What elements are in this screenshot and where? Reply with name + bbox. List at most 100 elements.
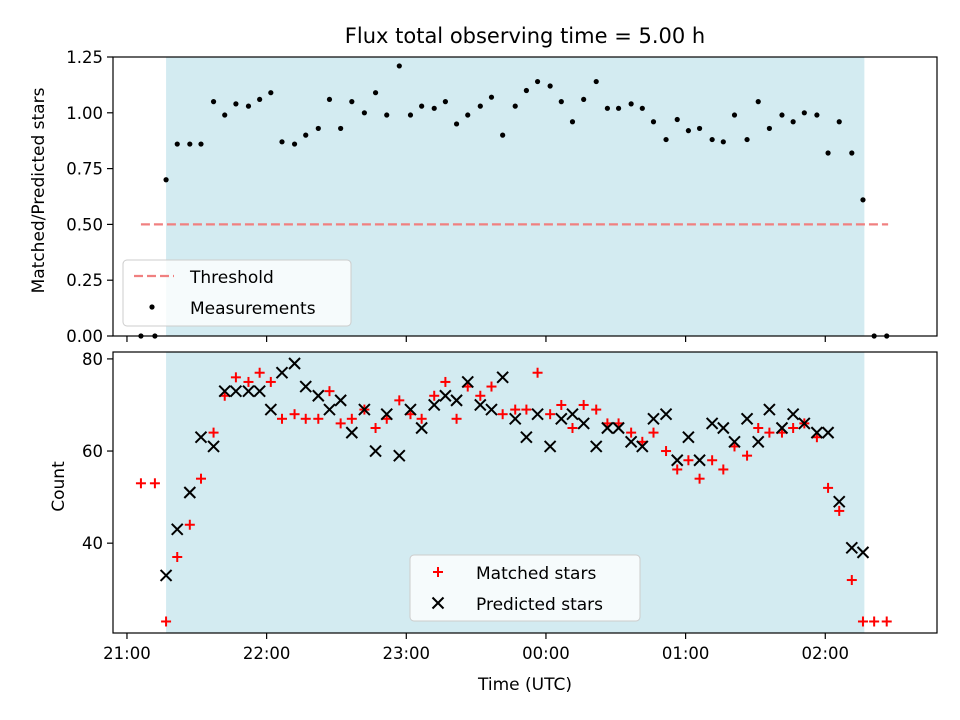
measurement-point	[709, 136, 715, 143]
matched-star-point	[346, 413, 357, 424]
matched-star-point	[591, 404, 602, 415]
predicted-star-point	[404, 403, 417, 416]
matched-star-point	[661, 446, 672, 457]
predicted-star-point	[312, 389, 325, 402]
measurement-point	[268, 90, 274, 96]
predicted-star-point	[601, 421, 614, 435]
count-y-axis-label: Count	[49, 461, 69, 512]
measurement-point	[779, 112, 785, 118]
measurement-point	[407, 112, 414, 118]
matched-star-point	[265, 376, 276, 387]
matched-star-point	[753, 423, 764, 434]
predicted-star-point	[566, 407, 579, 421]
matched-star-point	[149, 478, 160, 489]
measurement-point	[279, 139, 285, 145]
measurement-points	[138, 63, 890, 339]
measurement-point	[790, 119, 796, 125]
predicted-star-point	[218, 384, 231, 398]
measurement-point	[593, 78, 599, 85]
measurement-point	[720, 139, 726, 145]
predicted-star-point	[393, 449, 406, 462]
measurement-point	[836, 119, 842, 125]
predicted-star-point	[856, 546, 870, 559]
matched-star-point	[857, 616, 868, 627]
measurement-point	[257, 96, 263, 103]
matched-star-point	[475, 390, 486, 401]
measurement-point	[860, 197, 866, 203]
predicted-star-point	[775, 421, 789, 435]
measurement-point	[674, 116, 680, 123]
measurement-point	[477, 103, 483, 109]
matched-star-point	[276, 413, 287, 424]
measurement-point	[372, 90, 379, 96]
y-tick-label: 40	[82, 534, 103, 553]
x-tick-label: 00:00	[522, 644, 570, 663]
matched-star-point	[486, 381, 497, 392]
matched-star-point	[440, 376, 451, 387]
matched-star-point	[626, 427, 637, 438]
predicted-star-point	[380, 407, 393, 421]
legend-x-glyph	[431, 596, 445, 610]
measurement-point	[814, 112, 820, 118]
predicted-star-point	[717, 421, 730, 435]
matched-star-point	[300, 413, 311, 424]
predicted-star-point	[439, 389, 452, 402]
predicted-star-point	[275, 366, 289, 379]
matched-star-point	[451, 413, 462, 424]
predicted-star-point	[763, 403, 776, 416]
measurement-point	[291, 141, 298, 147]
ratio-plot-frame	[112, 56, 938, 337]
predicted-star-point	[288, 357, 301, 370]
matched-star-point	[429, 390, 440, 401]
predicted-star-point	[647, 412, 660, 426]
measurement-point	[488, 94, 495, 100]
predicted-star-point	[509, 412, 522, 426]
matched-star-point	[313, 413, 324, 424]
predicted-star-point	[833, 495, 846, 508]
matched-star-point	[195, 473, 206, 484]
predicted-star-point	[612, 421, 625, 435]
measurement-point	[465, 112, 471, 118]
ratio-legend: Threshold Measurements	[122, 259, 352, 327]
matched-star-point	[823, 482, 834, 493]
y-tick-label: 0.00	[66, 327, 103, 346]
measurement-point	[500, 132, 506, 138]
count-legend: Matched stars Predicted stars	[409, 554, 641, 622]
measurement-point	[163, 177, 169, 183]
matched-star-point	[578, 399, 589, 410]
predicted-star-point	[229, 384, 243, 398]
measurement-point	[326, 96, 333, 103]
predicted-star-point	[369, 444, 382, 458]
matched-star-point	[370, 423, 381, 434]
matched-star-point	[764, 427, 775, 438]
predicted-star-point	[636, 440, 649, 453]
matched-star-point	[230, 372, 241, 383]
y-tick-label: 60	[82, 442, 103, 461]
chart-title: Flux total observing time = 5.00 h	[345, 24, 705, 48]
matched-star-point	[394, 395, 405, 406]
matched-star-point	[545, 409, 556, 420]
predicted-star-point	[728, 435, 741, 449]
predicted-star-point	[461, 375, 474, 389]
measurement-point	[547, 83, 553, 89]
predicted-star-point	[253, 384, 266, 398]
y-tick-label: 80	[82, 350, 103, 369]
matched-star-point	[335, 418, 346, 429]
measurement-point	[731, 112, 738, 118]
legend-measurements-label: Measurements	[190, 299, 316, 319]
predicted-star-point	[555, 412, 568, 426]
predicted-star-point	[428, 398, 441, 412]
count-legend-box	[409, 554, 641, 622]
ratio-panel: 0.00 0.25 0.50 0.75 1.00 1.25 Matched/Predict…	[29, 48, 938, 346]
matched-star-point	[497, 409, 508, 420]
matched-star-point	[683, 455, 694, 466]
measurement-point	[396, 63, 402, 69]
predicted-star-point	[474, 398, 487, 412]
matched-star-point	[556, 399, 567, 410]
measurement-point	[581, 96, 587, 103]
y-tick-label: 0.75	[66, 160, 103, 179]
predicted-star-point	[810, 426, 824, 439]
measurement-point	[825, 150, 831, 156]
measurement-point	[198, 141, 204, 147]
legend-measurement-marker	[149, 304, 155, 310]
